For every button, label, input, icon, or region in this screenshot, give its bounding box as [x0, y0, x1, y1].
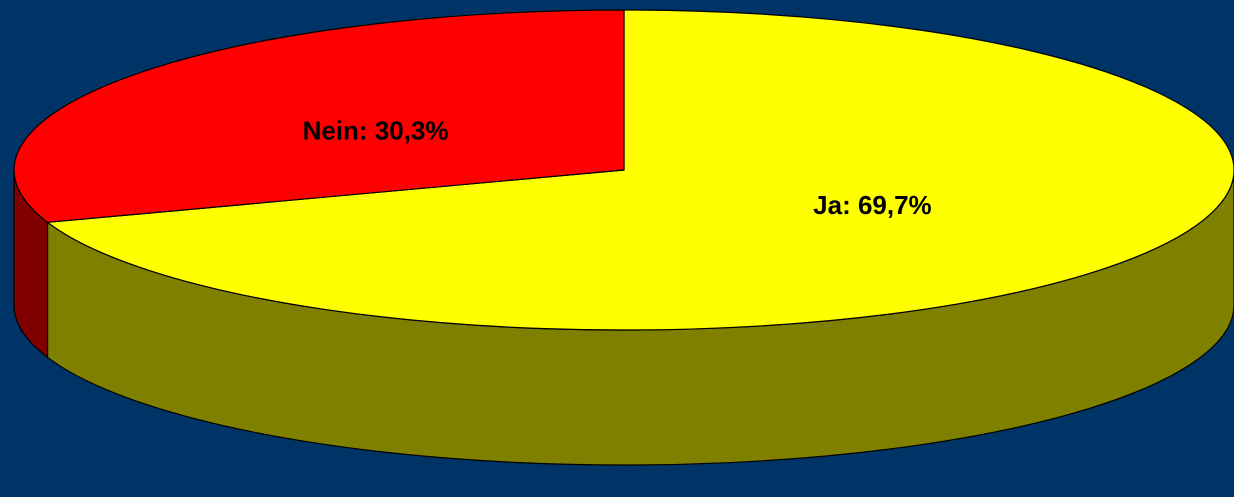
data-label: Ja: 69,7%: [813, 190, 932, 220]
pie-slice: [46, 9, 1234, 331]
data-label: Nein: 30,3%: [303, 116, 449, 146]
pie-slice: [13, 9, 625, 223]
